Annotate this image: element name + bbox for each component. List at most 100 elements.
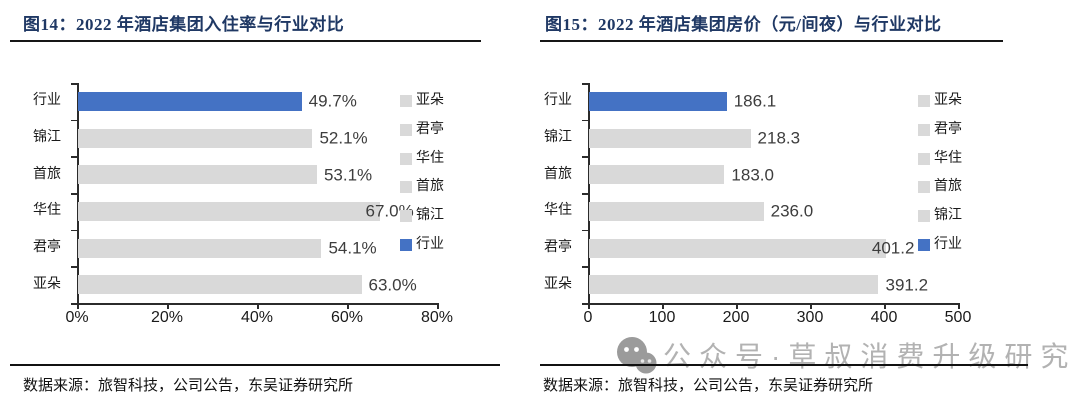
company-bar [78,201,380,221]
x-tick-label: 40% [240,309,274,326]
y-axis-tick [582,193,588,195]
legend-swatch [400,123,412,136]
x-tick-label: 300 [796,309,824,326]
value-label: 236.0 [770,201,814,221]
company-bar [589,238,886,258]
category-label: 君亭 [544,240,572,255]
wechat-icon [617,337,657,374]
legend-swatch [400,95,412,107]
x-tick-label: 0 [583,309,593,326]
figure-15-source-divider [540,364,1028,366]
y-axis-tick [71,119,77,122]
industry-bar [589,91,727,111]
legend-swatch [918,239,930,251]
x-axis-tick [662,303,664,309]
legend-label: 亚朵 [416,93,444,108]
value-label: 218.3 [757,128,801,148]
figure-14-title: 图14：2022 年酒店集团入住率与行业对比 [23,15,345,34]
y-axis-tick [71,229,77,232]
legend-label: 行业 [416,237,444,252]
category-label: 首旅 [33,166,61,182]
category-label: 首旅 [544,166,572,182]
y-axis-tick [582,156,588,158]
category-label: 锦江 [33,130,61,145]
category-label: 行业 [33,93,61,109]
legend-swatch [918,181,930,194]
category-label: 亚朵 [33,276,61,292]
value-label: 391.2 [885,275,929,295]
legend-swatch [400,210,412,223]
industry-bar [78,91,302,111]
legend-swatch [918,123,930,136]
y-axis-tick [71,193,77,195]
figure-15-data-source: 数据来源：旅智科技，公司公告，东吴证券研究所 [543,378,874,394]
x-tick-label: 80% [420,309,454,326]
figure-15-title: 图15：2022 年酒店集团房价（元/间夜）与行业对比 [545,15,942,34]
value-label: 401.2 [871,238,915,258]
room-price-bar-chart: 0 100 200 300 400 500 行业 186.1 锦江 218.3 首旅 183.0 华住 2… [540,0,1080,370]
y-axis-tick [71,156,77,158]
value-label: 186.1 [733,91,777,111]
x-axis-tick [437,303,439,309]
y-axis-tick [582,303,588,305]
figure-14-data-source: 数据来源：旅智科技，公司公告，东吴证券研究所 [23,378,354,394]
legend-label: 华住 [416,150,444,166]
legend-swatch [918,210,930,223]
x-axis-tick [167,303,169,309]
y-axis-line [77,83,79,303]
legend-label: 锦江 [416,208,444,224]
category-label: 行业 [544,93,572,109]
x-tick-label: 60% [330,309,364,326]
legend-swatch [918,95,930,107]
y-axis-tick [71,266,77,268]
company-bar [589,201,764,221]
x-axis-tick [257,303,259,309]
legend-label: 锦江 [934,208,962,224]
y-axis-tick [71,303,77,305]
legend-label: 亚朵 [934,93,962,108]
x-axis-tick [347,303,349,309]
x-tick-label: 400 [870,309,898,326]
figure-14-panel: 图14：2022 年酒店集团入住率与行业对比 0% 20% 40% 60% 80% 行业 4… [10,15,500,394]
figure-15-title-underline [540,40,1003,42]
legend-label: 华住 [934,150,962,166]
figure-14-title-underline [10,40,481,42]
y-axis-tick [582,229,588,232]
legend-label: 首旅 [416,179,444,195]
legend-label: 行业 [934,237,962,252]
category-label: 华住 [33,203,61,219]
company-bar [589,128,751,148]
value-label: 49.7% [308,91,357,111]
legend-label: 君亭 [416,121,444,137]
legend-label: 首旅 [934,179,962,195]
x-axis-tick [77,303,79,309]
company-bar [78,275,362,295]
value-label: 183.0 [731,165,774,185]
company-bar [78,165,317,185]
x-axis-tick [958,303,960,309]
category-label: 君亭 [33,240,61,255]
company-bar [589,275,879,295]
value-label: 63.0% [368,275,417,295]
figure-15-panel: 图15：2022 年酒店集团房价（元/间夜）与行业对比 0 100 200 300 40… [540,0,1080,409]
y-axis-tick [582,119,588,122]
y-axis-tick [71,83,77,85]
y-axis-tick [582,266,588,268]
category-label: 亚朵 [544,276,572,292]
x-axis-tick [588,303,590,309]
category-label: 锦江 [544,130,572,145]
legend-swatch [400,152,412,165]
x-axis-tick [810,303,812,309]
legend-swatch [400,239,412,251]
value-label: 54.1% [328,238,377,258]
y-axis-line [588,83,590,303]
legend-label: 君亭 [934,121,962,137]
x-tick-label: 500 [944,309,972,326]
category-label: 华住 [544,203,572,219]
value-label: 53.1% [323,165,373,185]
x-axis-tick [884,303,886,309]
company-bar [78,238,322,258]
x-tick-label: 0% [65,309,89,326]
x-tick-label: 100 [648,309,676,326]
